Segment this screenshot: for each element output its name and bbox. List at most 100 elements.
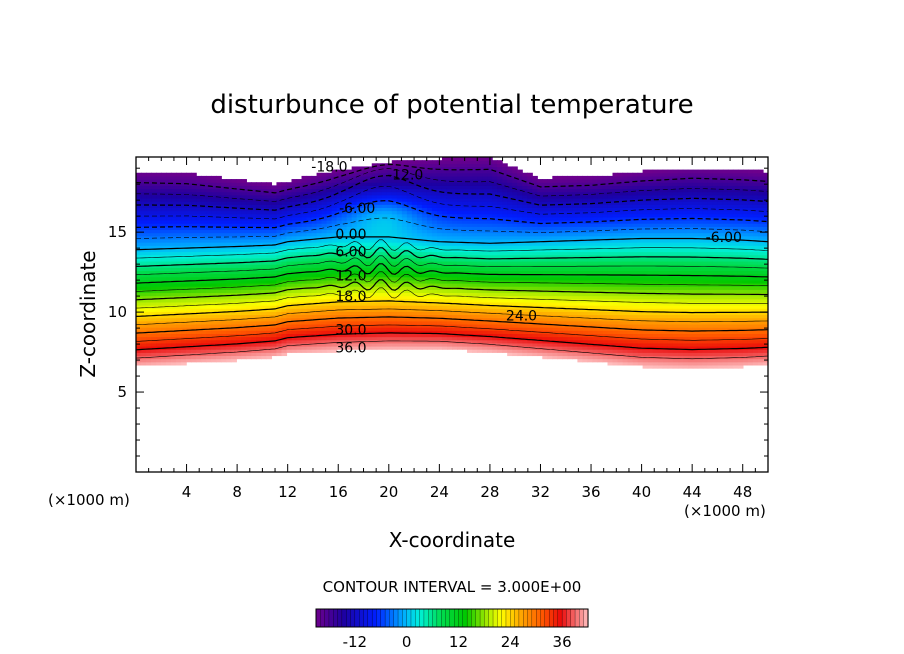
field-cell xyxy=(246,235,252,240)
field-cell xyxy=(151,232,157,237)
field-cell xyxy=(517,298,523,303)
field-cell xyxy=(326,254,333,259)
field-cell xyxy=(472,169,478,174)
field-cell xyxy=(527,207,533,212)
field-cell xyxy=(436,308,443,312)
field-cell xyxy=(321,175,328,180)
field-cell xyxy=(296,330,303,334)
field-cell xyxy=(291,323,298,328)
field-cell xyxy=(457,223,463,227)
field-cell xyxy=(201,242,207,246)
field-cell xyxy=(306,327,313,331)
field-cell xyxy=(371,276,378,281)
field-cell xyxy=(431,320,438,325)
field-cell xyxy=(181,248,187,253)
field-cell xyxy=(552,182,558,186)
field-cell xyxy=(386,311,393,316)
field-cell xyxy=(537,254,543,259)
field-cell xyxy=(306,339,313,344)
field-cell xyxy=(391,267,398,271)
field-cell xyxy=(241,207,247,212)
field-cell xyxy=(502,226,508,231)
field-cell xyxy=(411,283,418,287)
field-cell xyxy=(146,317,152,322)
field-cell xyxy=(331,314,338,319)
field-cell xyxy=(186,346,192,350)
field-cell xyxy=(176,292,182,297)
field-cell xyxy=(291,223,298,227)
field-cell xyxy=(141,323,147,328)
field-cell xyxy=(251,216,257,221)
field-cell xyxy=(401,301,408,306)
field-cell xyxy=(306,179,313,183)
field-cell xyxy=(241,210,247,215)
field-cell xyxy=(201,323,207,328)
field-cell xyxy=(176,283,182,287)
field-cell xyxy=(477,248,483,253)
field-cell xyxy=(482,276,488,281)
field-cell xyxy=(281,245,288,249)
field-cell xyxy=(487,279,493,284)
field-cell xyxy=(296,267,303,271)
field-cell xyxy=(426,188,433,193)
field-cell xyxy=(206,197,212,202)
field-cell xyxy=(281,191,288,196)
field-cell xyxy=(467,295,473,300)
field-cell xyxy=(266,207,273,212)
field-cell xyxy=(527,229,533,234)
field-cell xyxy=(151,267,157,271)
field-cell xyxy=(457,245,463,249)
field-cell xyxy=(477,349,483,353)
field-cell xyxy=(441,157,448,161)
field-cell xyxy=(542,248,548,253)
field-cell xyxy=(151,185,157,190)
field-cell xyxy=(171,242,177,246)
field-cell xyxy=(211,216,217,221)
field-cell xyxy=(196,286,202,290)
field-cell xyxy=(216,201,222,205)
field-cell xyxy=(316,339,323,344)
field-cell xyxy=(381,286,388,290)
field-cell xyxy=(216,223,222,227)
field-cell xyxy=(482,327,488,331)
field-cell xyxy=(431,267,438,271)
field-cell xyxy=(452,330,458,334)
field-cell xyxy=(336,339,343,344)
field-cell xyxy=(502,305,508,309)
field-cell xyxy=(431,305,438,309)
field-cell xyxy=(371,235,378,240)
field-cell xyxy=(426,289,433,294)
field-cell xyxy=(467,191,473,196)
field-cell xyxy=(452,182,458,186)
field-cell xyxy=(231,204,237,208)
field-cell xyxy=(216,257,222,262)
field-cell xyxy=(241,317,247,322)
field-cell xyxy=(166,197,172,202)
field-cell xyxy=(441,182,448,186)
field-cell xyxy=(141,194,147,199)
field-cell xyxy=(421,160,428,164)
field-cell xyxy=(497,308,503,312)
field-cell xyxy=(381,323,388,328)
field-cell xyxy=(472,163,478,168)
field-cell xyxy=(557,323,563,328)
field-cell xyxy=(366,257,373,262)
field-cell xyxy=(457,279,463,284)
field-cell xyxy=(431,216,438,221)
field-cell xyxy=(361,220,368,224)
field-cell xyxy=(421,179,428,183)
field-cell xyxy=(406,305,413,309)
field-cell xyxy=(517,257,523,262)
field-cell xyxy=(141,339,147,344)
field-cell xyxy=(136,172,142,177)
field-cell xyxy=(326,295,333,300)
field-cell xyxy=(326,232,333,237)
field-cell xyxy=(236,273,242,278)
field-cell xyxy=(161,194,167,199)
field-cell xyxy=(487,197,493,202)
field-cell xyxy=(261,342,268,347)
field-cell xyxy=(231,216,237,221)
field-cell xyxy=(321,194,328,199)
field-cell xyxy=(462,339,468,344)
